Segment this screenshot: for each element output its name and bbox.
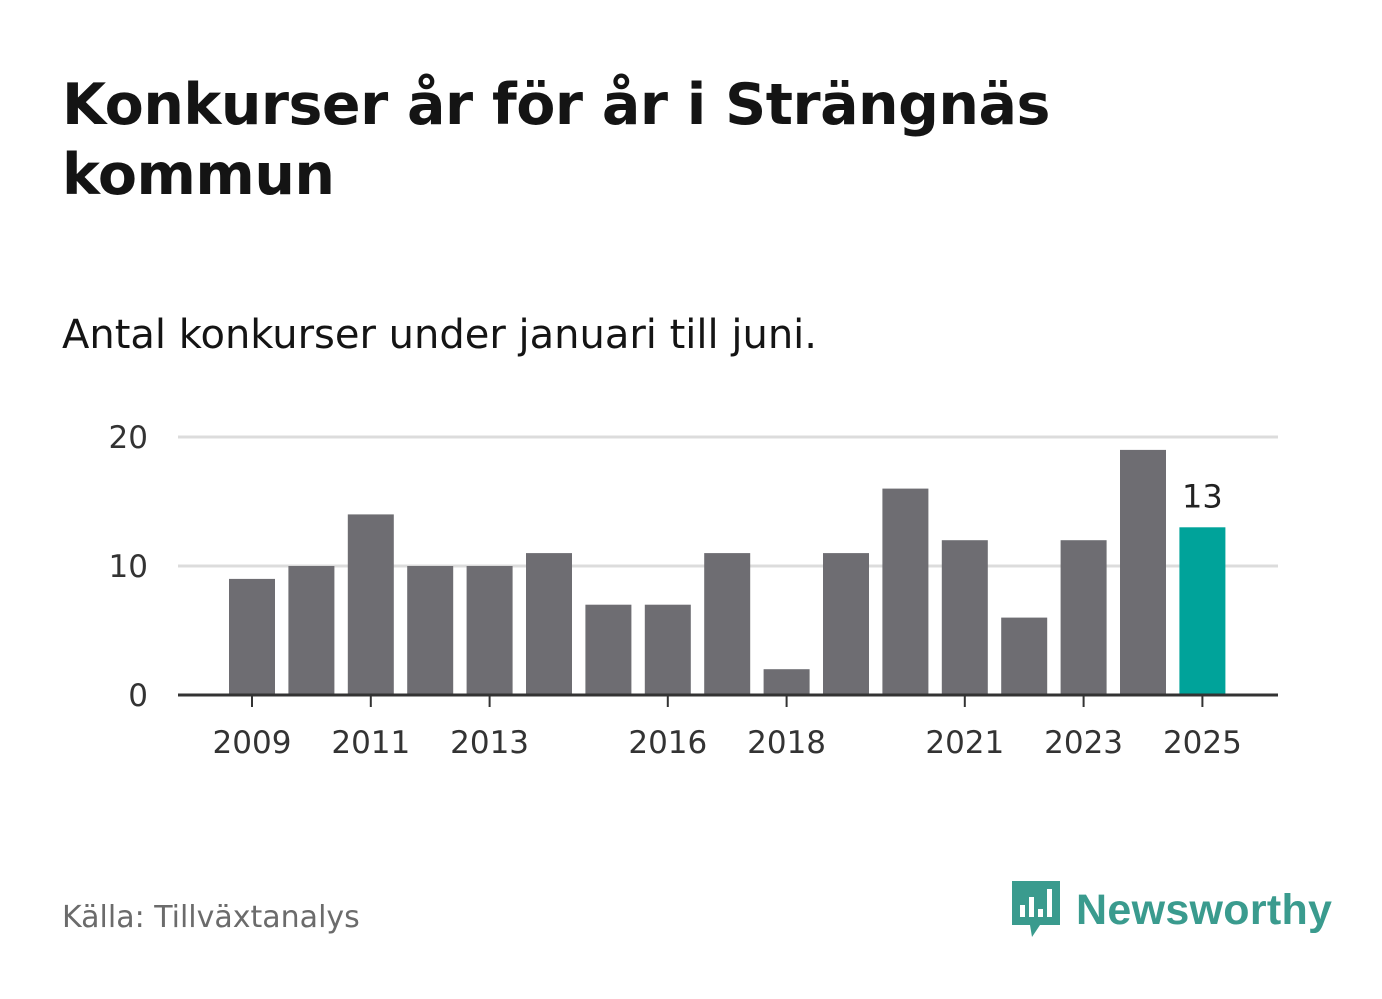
bars xyxy=(229,449,1226,695)
bar-2019 xyxy=(823,553,869,695)
bar-2010 xyxy=(288,566,335,695)
brand-name: Newsworthy xyxy=(1076,885,1333,934)
bar-2018 xyxy=(763,669,810,695)
bar-2025 xyxy=(1179,527,1226,695)
y-tick-label: 10 xyxy=(109,549,148,585)
bar-2012 xyxy=(407,566,454,695)
bar-2014 xyxy=(526,553,572,695)
bar-2015 xyxy=(585,604,632,695)
grid-lines xyxy=(178,435,1278,568)
newsworthy-logo-icon xyxy=(1012,881,1060,937)
highlight-value-label: 13 xyxy=(1182,477,1223,515)
bar-2024 xyxy=(1120,449,1166,695)
chart-subtitle: Antal konkurser under januari till juni. xyxy=(62,312,817,358)
bar-2017 xyxy=(704,553,751,695)
x-tick-label: 2023 xyxy=(1044,725,1123,761)
y-tick-label: 0 xyxy=(128,678,148,714)
brand-logo: Newsworthy xyxy=(1010,878,1332,942)
x-tick-label: 2009 xyxy=(213,725,292,761)
source-note: Källa: Tillväxtanalys xyxy=(62,900,360,935)
chart-title: Konkurser år för år i Strängnäs kommun xyxy=(62,72,1050,208)
x-axis xyxy=(178,693,1278,707)
bar-2020 xyxy=(882,488,929,695)
bar-2013 xyxy=(466,566,513,695)
x-tick-label: 2018 xyxy=(747,725,826,761)
bar-2011 xyxy=(347,514,394,695)
bar-2023 xyxy=(1060,540,1107,695)
bar-2022 xyxy=(1001,617,1048,695)
bar-2016 xyxy=(644,604,691,695)
y-tick-label: 20 xyxy=(109,420,148,456)
x-tick-label: 2016 xyxy=(628,725,707,761)
x-tick-label: 2011 xyxy=(331,725,410,761)
x-tick-label: 2025 xyxy=(1163,725,1242,761)
x-tick-label: 2013 xyxy=(450,725,529,761)
x-tick-label: 2021 xyxy=(925,725,1004,761)
bar-2021 xyxy=(941,540,988,695)
bar-2009 xyxy=(229,578,275,695)
